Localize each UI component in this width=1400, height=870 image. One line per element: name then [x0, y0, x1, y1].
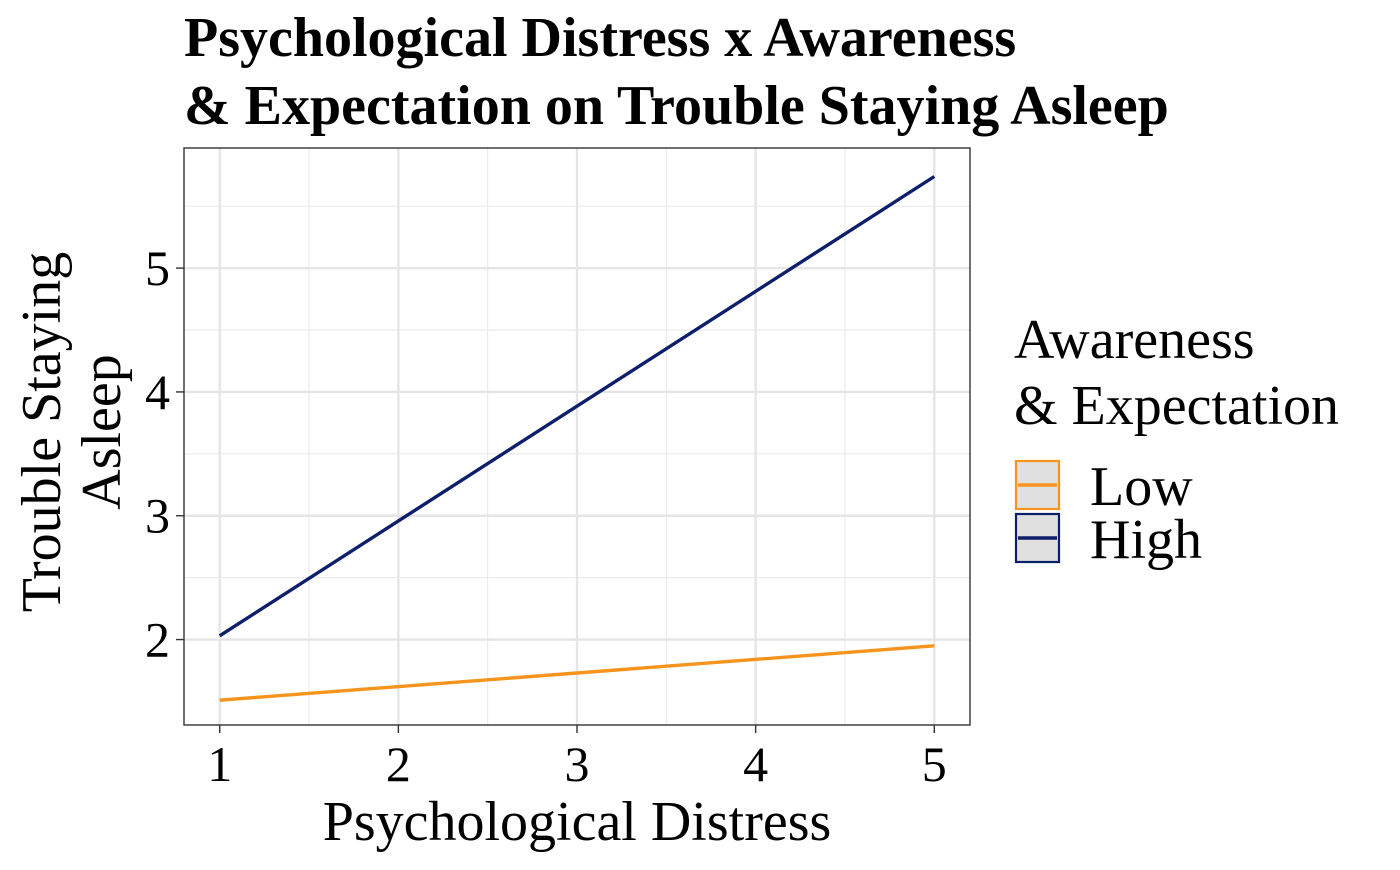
chart-title-line-2: & Expectation on Trouble Staying Asleep [184, 75, 1169, 137]
series-layer [218, 175, 936, 702]
chart-title-line-1: Psychological Distress x Awareness [184, 7, 1016, 69]
y-tick-label: 4 [145, 364, 170, 420]
grid-major [184, 148, 970, 725]
x-tick-label: 5 [922, 736, 947, 792]
x-tick-label: 4 [743, 736, 768, 792]
legend-title-line-2: & Expectation [1014, 375, 1339, 437]
y-axis-label-line-1: Trouble Staying [11, 252, 73, 612]
y-axis-label-line-2: Asleep [71, 354, 133, 510]
y-axis: 2 3 4 5 [145, 240, 184, 668]
y-axis-label: Trouble Staying Asleep [11, 252, 133, 612]
series-line-low [219, 644, 935, 702]
y-tick-label: 3 [145, 488, 170, 544]
legend-label-low: Low [1090, 456, 1193, 518]
y-tick-label: 2 [145, 612, 170, 668]
x-tick-label: 1 [207, 736, 232, 792]
series-line-high [218, 175, 936, 638]
x-tick-label: 2 [386, 736, 411, 792]
legend-title-line-1: Awareness [1014, 309, 1255, 371]
y-tick-label: 5 [145, 240, 170, 296]
x-axis: 1 2 3 4 5 [207, 725, 947, 792]
legend-label-high: High [1090, 509, 1202, 571]
x-axis-label: Psychological Distress [323, 791, 832, 853]
x-tick-label: 3 [565, 736, 590, 792]
